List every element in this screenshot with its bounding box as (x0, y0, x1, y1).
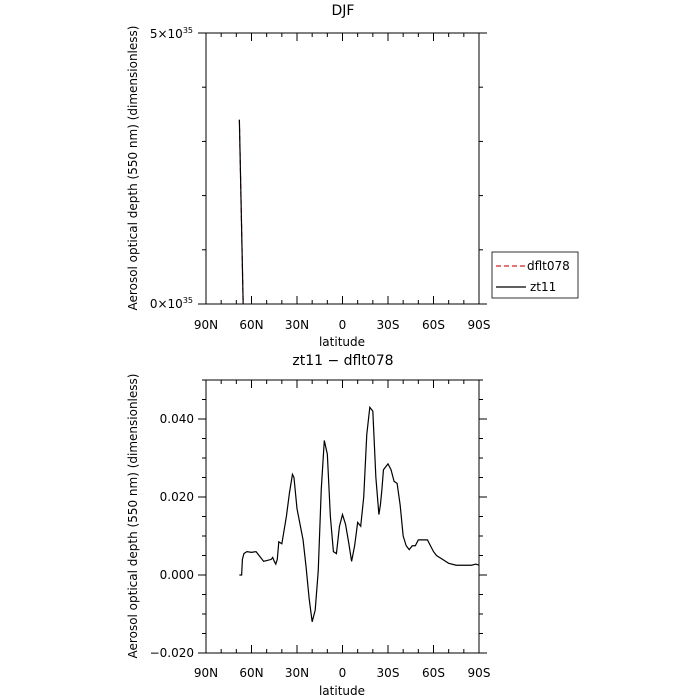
y-tick-label: 0.040 (160, 412, 194, 426)
series-line-zt11 (238, 119, 244, 305)
x-tick-label: 60S (422, 666, 445, 680)
x-tick-label: 30N (285, 318, 309, 332)
panel-2-x-axis-label: latitude (319, 684, 365, 698)
legend-label-zt11: zt11 (530, 280, 556, 294)
x-tick-label: 30S (377, 666, 400, 680)
legend-box (491, 251, 579, 299)
x-tick-label: 30N (285, 666, 309, 680)
panel-2-x-tick-labels: 90N 60N 30N 0 30S 60S 90S (194, 666, 491, 680)
x-tick-label: 60S (422, 318, 445, 332)
x-tick-label: 0 (339, 666, 347, 680)
x-tick-label: 90S (468, 318, 491, 332)
panel-2-y-axis-label: Aerosol optical depth (550 nm) (dimensio… (126, 374, 140, 659)
panel-2-title: zt11 − dflt078 (292, 353, 393, 369)
panel-1-x-tick-labels: 90N 60N 30N 0 30S 60S 90S (194, 318, 491, 332)
panel-1-y-axis-label: Aerosol optical depth (550 nm) (dimensio… (126, 26, 140, 311)
series-line-panel-2 (239, 405, 480, 622)
panel-2-series (239, 405, 480, 622)
y-tick-label: 0.020 (160, 490, 194, 504)
panel-1-title: DJF (332, 3, 355, 19)
panel-1-y-tick-label: 5×1035 (150, 26, 193, 41)
panel-2: zt11 − dflt078 90N 60N 30N 0 30S 60S 90S −0.02… (126, 353, 490, 698)
x-tick-label: 90S (468, 666, 491, 680)
panel-1-series (238, 119, 244, 305)
panel-1-y-tick-label: 0×1035 (150, 296, 193, 311)
x-tick-label: 60N (239, 666, 263, 680)
legend-label-dflt078: dflt078 (527, 259, 570, 273)
x-tick-label: 30S (377, 318, 400, 332)
panel-1-x-axis-label: latitude (319, 335, 365, 349)
panel-2-ticks (198, 379, 487, 654)
x-tick-label: 90N (194, 318, 218, 332)
x-tick-label: 90N (194, 666, 218, 680)
panel-1-ticks (198, 32, 487, 305)
legend: dflt078 zt11 (491, 251, 579, 299)
panel-1: DJF 90N 60N 30N 0 30S 60S 90S 0×1035 5×1035 la… (126, 3, 579, 349)
panel-1-frame (205, 32, 480, 305)
panel-2-y-tick-labels: −0.020 0.000 0.020 0.040 (150, 412, 194, 660)
x-tick-label: 60N (239, 318, 263, 332)
y-tick-label: 0.000 (160, 568, 194, 582)
x-tick-label: 0 (339, 318, 347, 332)
y-tick-label: −0.020 (150, 646, 194, 660)
